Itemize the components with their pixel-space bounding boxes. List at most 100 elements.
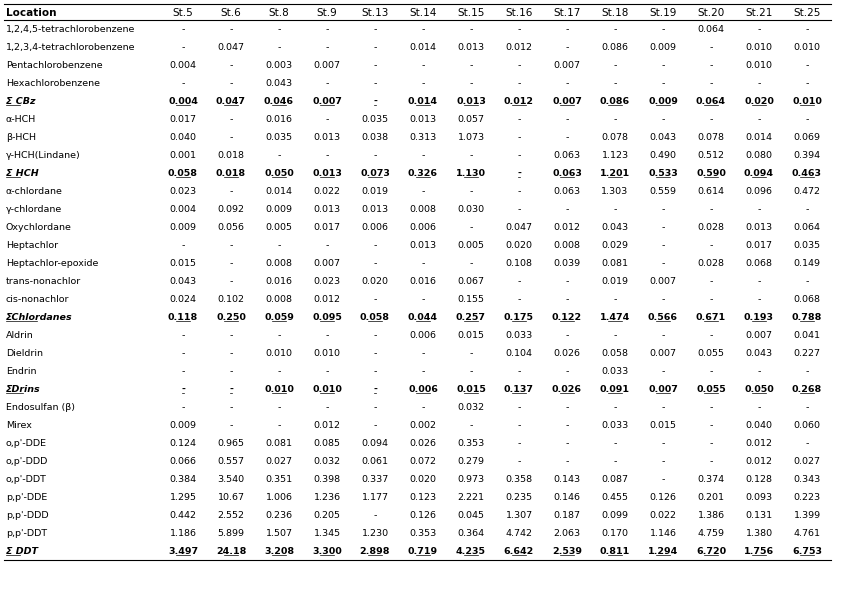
Text: -: -	[613, 439, 617, 448]
Text: 0.029: 0.029	[601, 241, 629, 250]
Text: -: -	[421, 151, 425, 160]
Text: 0.006: 0.006	[409, 223, 437, 232]
Text: 0.131: 0.131	[746, 511, 772, 520]
Text: -: -	[517, 133, 521, 142]
Text: 0.143: 0.143	[553, 475, 581, 484]
Text: 0.351: 0.351	[265, 475, 293, 484]
Text: -: -	[806, 403, 809, 412]
Text: Heptachlor-epoxide: Heptachlor-epoxide	[6, 259, 99, 268]
Text: -: -	[469, 151, 473, 160]
Text: 0.512: 0.512	[698, 151, 724, 160]
Text: St.17: St.17	[553, 8, 581, 18]
Text: 0.026: 0.026	[553, 349, 581, 358]
Text: o,p'-DDD: o,p'-DDD	[6, 457, 48, 466]
Text: 0.006: 0.006	[409, 331, 437, 340]
Text: -: -	[469, 25, 473, 34]
Text: 0.043: 0.043	[265, 79, 293, 88]
Text: ΣDrins: ΣDrins	[6, 385, 40, 394]
Text: -: -	[517, 169, 521, 178]
Text: 0.455: 0.455	[601, 493, 629, 502]
Text: 0.146: 0.146	[553, 493, 581, 502]
Text: -: -	[613, 403, 617, 412]
Text: -: -	[710, 331, 713, 340]
Text: 0.092: 0.092	[217, 205, 245, 214]
Text: 0.026: 0.026	[552, 385, 582, 394]
Text: -: -	[758, 79, 761, 88]
Text: 0.019: 0.019	[361, 187, 389, 196]
Text: 0.137: 0.137	[504, 385, 534, 394]
Text: 0.004: 0.004	[170, 61, 196, 70]
Text: 0.004: 0.004	[168, 97, 198, 106]
Text: 1.345: 1.345	[313, 529, 341, 538]
Text: 0.045: 0.045	[457, 511, 485, 520]
Text: -: -	[565, 295, 569, 304]
Text: γ-HCH(Lindane): γ-HCH(Lindane)	[6, 151, 81, 160]
Text: -: -	[229, 367, 233, 376]
Text: 0.020: 0.020	[361, 277, 389, 286]
Text: -: -	[710, 205, 713, 214]
Text: 0.001: 0.001	[170, 151, 196, 160]
Text: 1.236: 1.236	[313, 493, 341, 502]
Text: 0.023: 0.023	[313, 277, 341, 286]
Text: 0.353: 0.353	[457, 439, 485, 448]
Text: -: -	[565, 457, 569, 466]
Text: -: -	[662, 79, 665, 88]
Text: -: -	[373, 259, 377, 268]
Text: -: -	[229, 133, 233, 142]
Text: 0.533: 0.533	[648, 169, 678, 178]
Text: 0.027: 0.027	[794, 457, 820, 466]
Text: 0.590: 0.590	[696, 169, 726, 178]
Text: 0.788: 0.788	[792, 313, 822, 322]
Text: 0.811: 0.811	[600, 547, 630, 556]
Text: 0.044: 0.044	[408, 313, 438, 322]
Text: 0.007: 0.007	[552, 97, 582, 106]
Text: 0.015: 0.015	[650, 421, 676, 430]
Text: 0.080: 0.080	[746, 151, 772, 160]
Text: 4.759: 4.759	[698, 529, 724, 538]
Text: Heptachlor: Heptachlor	[6, 241, 58, 250]
Text: -: -	[662, 367, 665, 376]
Text: 0.078: 0.078	[698, 133, 724, 142]
Text: -: -	[710, 241, 713, 250]
Text: 0.043: 0.043	[169, 277, 196, 286]
Text: -: -	[662, 115, 665, 124]
Text: -: -	[806, 367, 809, 376]
Text: 0.064: 0.064	[794, 223, 820, 232]
Text: 0.973: 0.973	[457, 475, 485, 484]
Text: -: -	[421, 79, 425, 88]
Text: 0.343: 0.343	[794, 475, 820, 484]
Text: -: -	[758, 403, 761, 412]
Text: 0.007: 0.007	[313, 259, 341, 268]
Text: -: -	[373, 331, 377, 340]
Text: -: -	[662, 241, 665, 250]
Text: 0.126: 0.126	[650, 493, 676, 502]
Text: 2.898: 2.898	[360, 547, 390, 556]
Text: 0.032: 0.032	[457, 403, 485, 412]
Text: 0.384: 0.384	[169, 475, 196, 484]
Text: 0.009: 0.009	[650, 43, 676, 52]
Text: 0.058: 0.058	[601, 349, 629, 358]
Text: 0.104: 0.104	[505, 349, 533, 358]
Text: 0.358: 0.358	[505, 475, 533, 484]
Text: 0.227: 0.227	[794, 349, 820, 358]
Text: 0.061: 0.061	[361, 457, 389, 466]
Text: p,p'-DDE: p,p'-DDE	[6, 493, 47, 502]
Text: -: -	[758, 277, 761, 286]
Text: 0.374: 0.374	[698, 475, 724, 484]
Text: 0.398: 0.398	[313, 475, 341, 484]
Text: -: -	[806, 115, 809, 124]
Text: -: -	[421, 295, 425, 304]
Text: -: -	[662, 475, 665, 484]
Text: 0.059: 0.059	[264, 313, 294, 322]
Text: -: -	[565, 277, 569, 286]
Text: 0.033: 0.033	[505, 331, 533, 340]
Text: 0.205: 0.205	[313, 511, 341, 520]
Text: 0.155: 0.155	[457, 295, 485, 304]
Text: 0.442: 0.442	[170, 511, 196, 520]
Text: 1.186: 1.186	[170, 529, 196, 538]
Text: 0.010: 0.010	[746, 43, 772, 52]
Text: 0.010: 0.010	[265, 349, 293, 358]
Text: St.15: St.15	[457, 8, 485, 18]
Text: -: -	[758, 295, 761, 304]
Text: -: -	[662, 295, 665, 304]
